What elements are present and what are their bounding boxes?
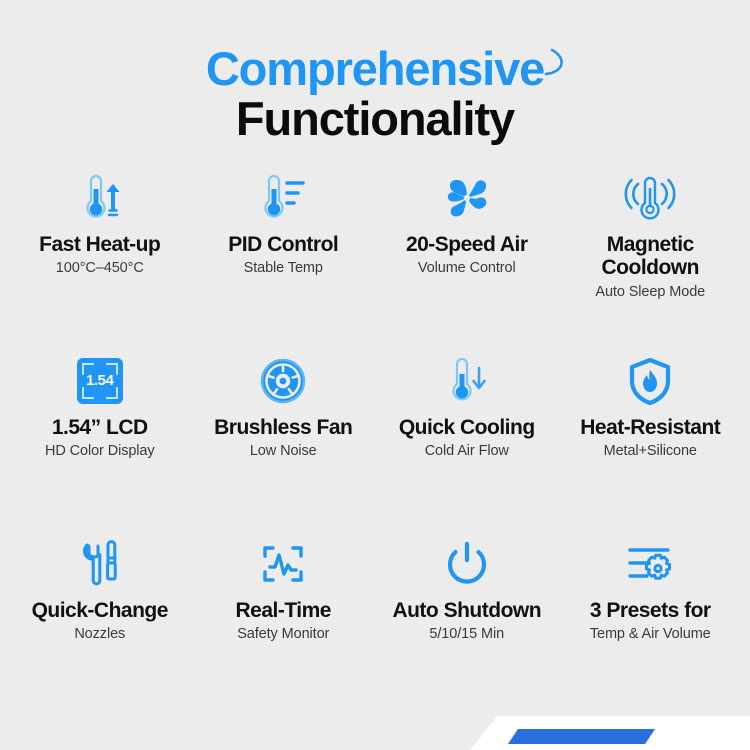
feature-card-real-time: Real-Time Safety Monitor [192,527,376,710]
lcd-screen-icon: 1.54 [76,352,123,410]
feature-card-20-speed-air: 20-Speed Air Volume Control [375,161,559,344]
scan-pulse-icon [256,535,310,593]
feature-subtitle: Safety Monitor [237,626,330,643]
feature-title: 3 Presets for [589,598,711,622]
feature-title: 20-Speed Air [405,232,528,256]
lcd-badge: 1.54 [76,357,123,404]
brushless-fan-icon [256,352,310,410]
feature-subtitle: HD Color Display [44,443,155,460]
power-button-icon [440,535,494,593]
fan-swirl-icon [440,169,494,227]
feature-title: Quick Cooling [398,415,535,439]
feature-subtitle: Cold Air Flow [424,443,509,460]
feature-title: Magnetic Cooldown [601,232,700,280]
lcd-size-text: 1.54 [85,372,114,390]
feature-subtitle: 5/10/15 Min [429,626,505,643]
page-header: Comprehensive Functionality [0,0,750,147]
feature-subtitle: Low Noise [249,443,317,460]
feature-subtitle: Stable Temp [243,260,323,277]
thermometer-down-arrow-icon [440,352,494,410]
feature-subtitle: 100°C–450°C [55,260,144,277]
feature-card-pid-control: PID Control Stable Temp [192,161,376,344]
shield-flame-icon [623,352,677,410]
feature-title: Fast Heat-up [39,232,161,256]
feature-subtitle: Auto Sleep Mode [595,283,706,300]
feature-title: Quick-Change [31,598,169,622]
arc-swoosh-icon [544,48,563,76]
feature-card-fast-heat-up: Fast Heat-up 100°C–450°C [8,161,192,344]
corner-bracket-top-right [105,362,118,375]
wrench-screwdriver-icon [73,535,127,593]
feature-card-heat-resistant: Heat-Resistant Metal+Silicone [559,344,743,527]
thermometer-up-arrow-icon [73,169,127,227]
sliders-gear-icon [622,535,678,593]
feature-subtitle: Nozzles [74,626,126,643]
feature-card-auto-shutdown: Auto Shutdown 5/10/15 Min [375,527,559,710]
corner-bracket-bottom-left [81,386,94,399]
feature-card-magnetic-cooldown: Magnetic Cooldown Auto Sleep Mode [559,161,743,344]
corner-bracket-bottom-right [105,386,118,399]
feature-subtitle: Temp & Air Volume [589,626,711,643]
page-title-primary-text: Comprehensive [205,42,545,95]
feature-card-lcd: 1.54 1.54” LCD HD Color Display [8,344,192,527]
feature-card-presets: 3 Presets for Temp & Air Volume [559,527,743,710]
feature-title: 1.54” LCD [51,415,148,439]
feature-title: Heat-Resistant [580,415,721,439]
feature-card-quick-cooling: Quick Cooling Cold Air Flow [375,344,559,527]
feature-subtitle: Volume Control [417,260,516,277]
corner-bracket-top-left [81,362,94,375]
feature-title: PID Control [228,232,339,256]
feature-grid: Fast Heat-up 100°C–450°C PID Control Sta… [0,147,750,750]
page-title-secondary: Functionality [235,92,515,146]
feature-title: Real-Time [235,598,332,622]
thermometer-waves-icon [622,169,678,227]
feature-card-quick-change: Quick-Change Nozzles [8,527,192,710]
feature-card-brushless-fan: Brushless Fan Low Noise [192,344,376,527]
feature-subtitle: Metal+Silicone [603,443,697,460]
thermometer-levels-icon [256,169,310,227]
page-title-primary: Comprehensive [205,42,563,95]
feature-title: Auto Shutdown [392,598,542,622]
feature-title: Brushless Fan [214,415,353,439]
